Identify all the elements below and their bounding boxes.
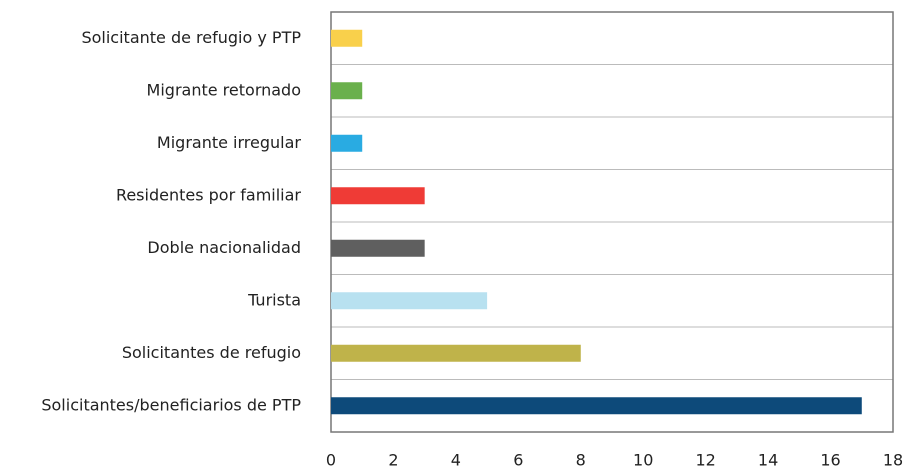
plot-frame	[330, 11, 894, 433]
bar	[331, 187, 425, 205]
bar	[331, 292, 488, 310]
y-tick-label: Solicitante de refugio y PTP	[81, 28, 301, 47]
bar	[331, 134, 363, 152]
y-tick-label: Solicitantes/beneficiarios de PTP	[41, 395, 301, 414]
x-tick-label: 6	[513, 451, 523, 467]
bar	[331, 29, 363, 47]
bar	[331, 239, 425, 257]
y-tick-label: Migrante irregular	[157, 133, 301, 152]
y-tick-label: Turista	[247, 290, 301, 309]
bar	[331, 344, 581, 362]
y-tick-label: Migrante retornado	[147, 80, 301, 99]
x-tick-label: 2	[388, 451, 398, 467]
y-tick-label: Doble nacionalidad	[147, 238, 301, 257]
x-tick-label: 18	[883, 451, 903, 467]
bar	[331, 82, 363, 100]
bar	[331, 397, 862, 415]
y-tick-label: Residentes por familiar	[116, 185, 301, 204]
x-tick-label: 8	[576, 451, 586, 467]
x-tick-label: 16	[820, 451, 840, 467]
x-tick-label: 10	[633, 451, 653, 467]
x-tick-label: 12	[695, 451, 715, 467]
x-tick-label: 14	[758, 451, 778, 467]
y-tick-label: Solicitantes de refugio	[122, 343, 301, 362]
x-tick-label: 0	[326, 451, 336, 467]
x-tick-label: 4	[451, 451, 461, 467]
